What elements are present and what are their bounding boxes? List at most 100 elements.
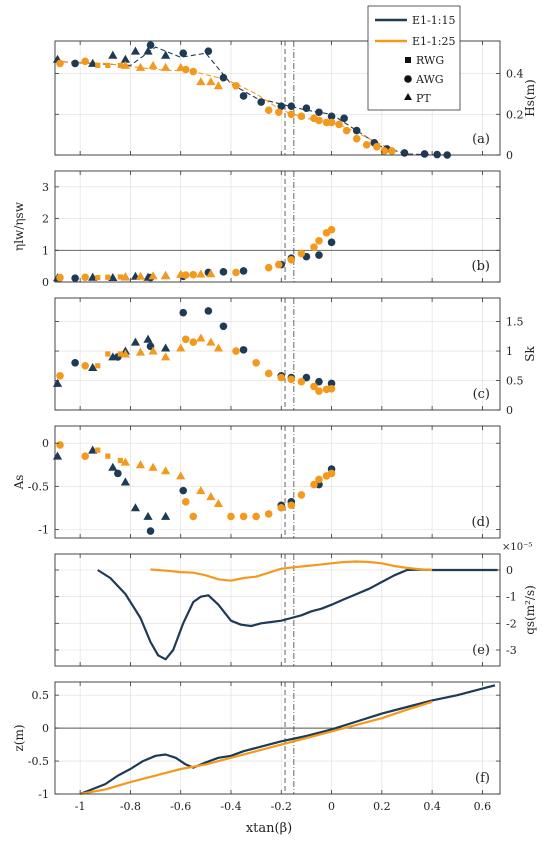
y-tick-label: 0 xyxy=(42,276,49,289)
data-point-circle xyxy=(310,480,318,489)
data-point-circle xyxy=(327,379,336,388)
data-point-circle xyxy=(232,81,240,90)
data-point-circle xyxy=(315,108,323,117)
data-point-triangle xyxy=(213,343,224,352)
data-point-circle xyxy=(71,59,79,68)
legend-circle-marker xyxy=(404,75,412,83)
data-point-circle xyxy=(252,359,260,367)
data-point-circle xyxy=(239,92,248,100)
data-point-triangle xyxy=(206,77,216,86)
y-tick-label: -0.5 xyxy=(28,480,49,493)
panel-frame xyxy=(54,297,501,411)
y-tick-label: 1 xyxy=(506,345,513,358)
y-axis-label: ηlw/ηsw xyxy=(12,201,26,251)
data-point-triangle xyxy=(206,337,216,346)
data-point-circle xyxy=(181,335,190,344)
data-point-triangle xyxy=(120,54,130,63)
data-point-square xyxy=(95,62,101,69)
data-point-circle xyxy=(302,373,311,382)
panel-label: (e) xyxy=(472,643,490,658)
data-point-circle xyxy=(297,491,306,499)
data-point-triangle xyxy=(120,349,130,358)
legend-triangle-marker xyxy=(404,93,412,100)
legend-label-pt: PT xyxy=(416,92,431,105)
series-line-e25 xyxy=(150,560,433,582)
y-tick-label: 0 xyxy=(506,564,513,577)
data-point-circle xyxy=(287,110,296,119)
data-point-circle xyxy=(315,251,323,259)
data-point-circle xyxy=(114,469,122,478)
y-tick-label: 2 xyxy=(42,213,49,226)
data-point-circle xyxy=(146,527,155,535)
legend-square-marker xyxy=(405,57,411,63)
data-point-triangle xyxy=(196,77,206,86)
legend-label-e15: E1-1:15 xyxy=(412,14,455,27)
data-point-triangle xyxy=(108,462,118,471)
y-tick-label: 0.2 xyxy=(506,108,524,121)
data-point-triangle xyxy=(143,334,153,343)
panel-label: (a) xyxy=(472,132,490,147)
panel-0: 0 0.2 0.4Hs(m) (a) xyxy=(52,40,537,162)
data-point-triangle xyxy=(148,60,158,69)
data-point-circle xyxy=(327,469,336,478)
data-point-triangle xyxy=(143,511,153,520)
data-point-circle xyxy=(362,141,371,149)
x-axis-label: xtan(β) xyxy=(246,821,292,836)
data-point-circle xyxy=(302,104,311,112)
data-point-square xyxy=(105,62,111,69)
data-point-circle xyxy=(264,510,273,518)
data-point-triangle xyxy=(88,272,98,281)
data-point-triangle xyxy=(88,362,98,372)
data-point-triangle xyxy=(213,81,224,90)
data-point-triangle xyxy=(196,269,206,278)
legend-label-awg: AWG xyxy=(415,73,444,86)
data-point-circle xyxy=(232,347,240,355)
panel-2: 0 0.5 1 1.5 Sk (c) xyxy=(52,297,537,417)
data-point-circle xyxy=(327,112,336,121)
data-point-circle xyxy=(239,346,248,354)
data-point-circle xyxy=(189,338,198,347)
data-point-triangle xyxy=(130,46,141,55)
data-point-circle xyxy=(181,498,190,506)
data-point-triangle xyxy=(135,460,146,469)
data-point-triangle xyxy=(143,46,153,55)
data-point-circle xyxy=(327,384,336,393)
data-point-circle xyxy=(327,118,336,127)
data-point-circle xyxy=(315,236,323,245)
data-point-triangle xyxy=(196,333,206,342)
data-point-circle xyxy=(335,120,343,129)
y-tick-label: 1 xyxy=(42,244,49,257)
data-point-circle xyxy=(274,260,283,269)
data-point-circle xyxy=(189,512,198,521)
series-line-e25 xyxy=(79,700,433,796)
data-point-circle xyxy=(297,377,306,386)
data-point-circle xyxy=(81,273,89,282)
data-point-triangle xyxy=(88,445,98,454)
data-point-circle xyxy=(204,47,213,55)
data-point-circle xyxy=(310,243,318,251)
x-tick-label: -1 xyxy=(75,800,86,813)
scale-note: ×10⁻⁵ xyxy=(502,542,532,553)
y-axis-label: Hs(m) xyxy=(523,79,537,116)
data-point-circle xyxy=(56,441,64,449)
x-tick-label: -0.4 xyxy=(220,800,241,813)
panel-4: -3 -2 -1 0 qs(m²/s) (e) ×10⁻⁵ xyxy=(54,542,537,667)
series-line-e15 xyxy=(79,684,496,796)
data-point-circle xyxy=(327,238,336,247)
panel-frame xyxy=(54,553,501,667)
data-point-square xyxy=(105,274,111,280)
x-tick-label: -0.8 xyxy=(120,800,141,813)
y-tick-label: 0 xyxy=(506,404,513,417)
data-point-triangle xyxy=(120,457,130,466)
data-point-triangle xyxy=(52,378,63,387)
panel-frame xyxy=(54,40,501,156)
data-point-circle xyxy=(310,382,318,391)
data-point-circle xyxy=(352,134,361,143)
data-point-triangle xyxy=(52,451,63,460)
y-tick-label: 3 xyxy=(42,181,49,194)
series-line-e15 xyxy=(97,568,498,661)
x-tick-label: -0.2 xyxy=(271,800,292,813)
legend-label-rwg: RWG xyxy=(416,54,444,67)
data-point-circle xyxy=(232,268,240,277)
panels-layer: 00.20.4Hs(m)(a)0123ηlw/ηsw(b)00.511.5Sk(… xyxy=(12,40,537,813)
